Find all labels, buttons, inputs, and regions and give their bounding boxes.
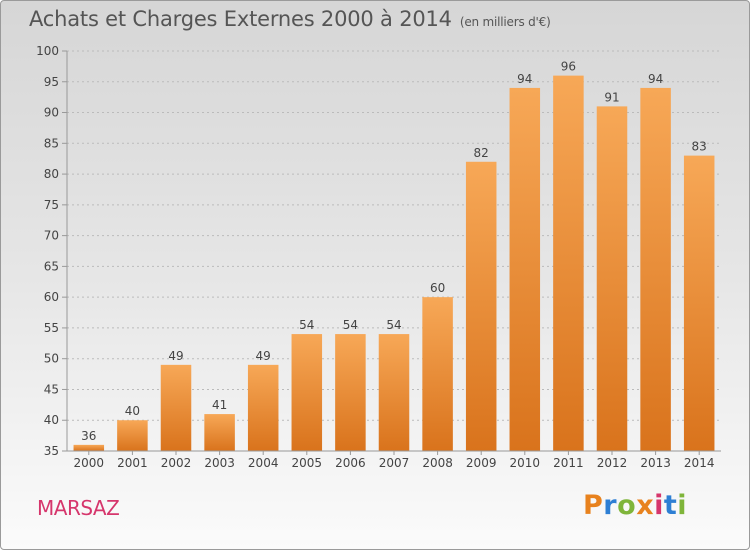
value-label-2004: 49: [256, 349, 271, 363]
x-tick-label-2005: 2005: [292, 456, 323, 470]
x-tick-label-2009: 2009: [466, 456, 497, 470]
y-tick-label: 60: [44, 290, 59, 304]
value-label-2002: 49: [168, 349, 183, 363]
bar-2004: [247, 364, 279, 451]
bar-2012: [596, 106, 628, 451]
y-tick-label: 45: [44, 382, 59, 396]
x-tick-label-2002: 2002: [161, 456, 192, 470]
labels: 35 40 45 50 55 60 65 70 75 80 85 90 95 100 36 2000 40 200…: [36, 44, 714, 470]
value-label-2012: 91: [604, 90, 619, 104]
value-label-2006: 54: [343, 318, 358, 332]
value-label-2000: 36: [81, 429, 96, 443]
logo-letter: x: [636, 490, 655, 521]
logo-letter: t: [663, 490, 678, 521]
bar-2003: [204, 414, 235, 451]
x-tick-label-2007: 2007: [379, 456, 410, 470]
x-tick-label-2008: 2008: [422, 456, 453, 470]
chart-title-block: Achats et Charges Externes 2000 à 2014 (e…: [29, 7, 551, 31]
bar-2000: [73, 444, 105, 451]
y-tick-label: 85: [44, 136, 59, 150]
value-label-2011: 96: [561, 60, 576, 74]
logo-letter: i: [677, 490, 688, 521]
bar-2014: [683, 155, 715, 451]
x-tick-label-2013: 2013: [640, 456, 671, 470]
y-tick-label: 55: [44, 321, 59, 335]
value-label-2001: 40: [125, 404, 140, 418]
x-tick-label-2012: 2012: [597, 456, 628, 470]
y-tick-label: 90: [44, 106, 59, 120]
x-tick-label-2011: 2011: [553, 456, 584, 470]
bar-2005: [291, 334, 323, 451]
chart-subtitle: (en milliers d'€): [459, 15, 551, 29]
y-tick-label: 50: [44, 352, 59, 366]
x-tick-label-2004: 2004: [248, 456, 279, 470]
logo-letter: i: [654, 490, 664, 521]
value-label-2003: 41: [212, 398, 227, 412]
bar-2008: [422, 297, 453, 451]
value-label-2010: 94: [517, 72, 532, 86]
chart-title: Achats et Charges Externes 2000 à 2014: [29, 7, 452, 31]
bars: [73, 75, 715, 451]
y-tick-label: 95: [44, 75, 59, 89]
bar-2011: [553, 75, 584, 451]
axes: [62, 50, 721, 455]
commune-name: MARSAZ: [37, 496, 120, 520]
value-label-2005: 54: [299, 318, 314, 332]
value-label-2014: 83: [692, 140, 707, 154]
bar-2002: [160, 364, 192, 451]
x-tick-label-2000: 2000: [74, 456, 105, 470]
proxiti-logo: Proxiti: [583, 490, 687, 521]
bar-2013: [640, 87, 671, 451]
bar-2007: [378, 334, 410, 451]
value-label-2013: 94: [648, 72, 663, 86]
y-tick-label: 100: [36, 44, 59, 58]
y-tick-label: 80: [44, 167, 59, 181]
bar-2006: [335, 334, 366, 451]
x-tick-label-2010: 2010: [510, 456, 541, 470]
value-label-2009: 82: [474, 146, 489, 160]
bar-2001: [117, 420, 148, 451]
logo-letter: o: [617, 490, 637, 521]
x-tick-label-2014: 2014: [684, 456, 715, 470]
x-tick-label-2006: 2006: [335, 456, 366, 470]
bar-2009: [465, 161, 497, 451]
y-tick-label: 40: [44, 413, 59, 427]
bar-2010: [509, 87, 541, 451]
y-tick-label: 65: [44, 259, 59, 273]
logo-letter: r: [603, 490, 618, 521]
x-tick-label-2001: 2001: [117, 456, 148, 470]
y-tick-label: 70: [44, 229, 59, 243]
value-label-2008: 60: [430, 281, 445, 295]
value-label-2007: 54: [386, 318, 401, 332]
logo-letter: P: [583, 490, 604, 521]
y-tick-label: 75: [44, 198, 59, 212]
x-tick-label-2003: 2003: [204, 456, 235, 470]
y-tick-label: 35: [44, 444, 59, 458]
